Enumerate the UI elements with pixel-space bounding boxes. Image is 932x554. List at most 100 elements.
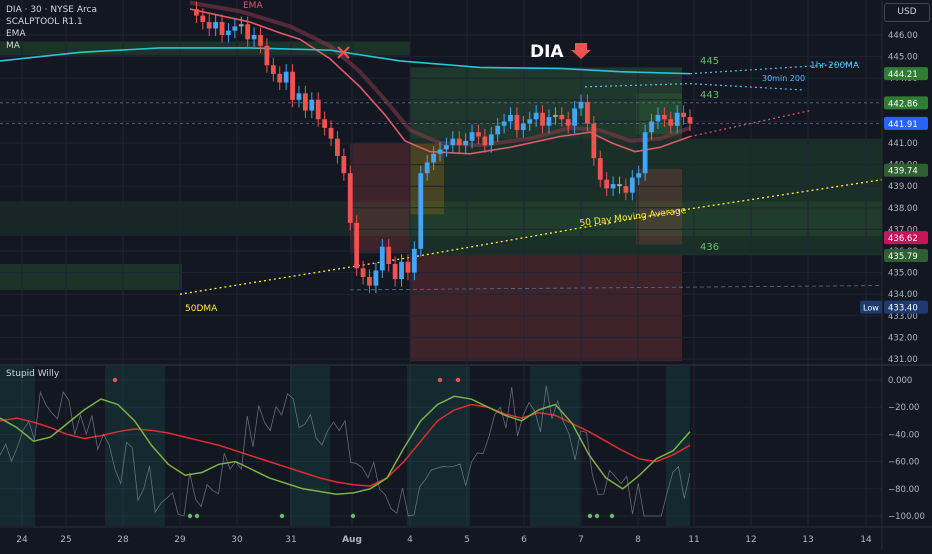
candle-body bbox=[681, 112, 686, 118]
price-badge-label: 435.79 bbox=[888, 252, 918, 262]
price-badge-label: 433.40 bbox=[888, 304, 918, 314]
time-tick-label: 28 bbox=[117, 535, 129, 545]
candle-body bbox=[328, 127, 334, 139]
candle-body bbox=[437, 149, 443, 154]
price-badge bbox=[884, 116, 928, 130]
candle-body bbox=[463, 140, 469, 146]
ma-30min-200-label: 30min 200 bbox=[762, 74, 805, 83]
osc-zone bbox=[290, 366, 330, 526]
candle-body bbox=[476, 132, 481, 137]
indicator-ma[interactable]: MA bbox=[6, 41, 20, 51]
time-tick-label: 13 bbox=[802, 535, 813, 545]
osc-sell-marker bbox=[437, 377, 443, 383]
candle-body bbox=[572, 108, 578, 126]
price-tick-label: 438.00 bbox=[888, 204, 918, 214]
candle-body bbox=[238, 24, 244, 27]
time-tick-label: 24 bbox=[16, 535, 28, 545]
candle-body bbox=[444, 145, 449, 150]
indicator-legend: DIA · 30 · NYSE Arca SCALPTOOL R1.1 EMA … bbox=[6, 4, 97, 52]
candle-body bbox=[617, 184, 622, 187]
candle-body bbox=[251, 35, 257, 40]
candle-body bbox=[649, 121, 654, 133]
time-tick-label: 30 bbox=[231, 535, 243, 545]
time-tick-label: 14 bbox=[860, 535, 872, 545]
candle-body bbox=[277, 73, 283, 83]
candle-body bbox=[392, 263, 398, 280]
osc-zone bbox=[530, 366, 580, 526]
candle-body bbox=[501, 121, 507, 126]
osc-series-line bbox=[0, 395, 691, 495]
candle-body bbox=[264, 45, 270, 66]
zone-support-left bbox=[0, 263, 182, 290]
time-tick-label: 7 bbox=[578, 535, 584, 545]
cross-marker-icon bbox=[337, 46, 350, 59]
candle-body bbox=[687, 117, 693, 124]
zone-band bbox=[0, 201, 882, 236]
symbol-title[interactable]: DIA · 30 · NYSE Arca bbox=[6, 5, 97, 15]
candle-body bbox=[546, 117, 552, 126]
candle-body bbox=[520, 123, 526, 131]
candle-body bbox=[283, 71, 289, 83]
price-tick-label: 435.00 bbox=[888, 269, 918, 279]
price-badge bbox=[884, 249, 928, 263]
candle-body bbox=[302, 93, 308, 111]
price-badge bbox=[884, 67, 928, 81]
candle-body bbox=[399, 261, 404, 280]
candle-body bbox=[360, 268, 366, 277]
osc-tick-label: −80.00 bbox=[888, 485, 919, 495]
time-tick-label: 4 bbox=[407, 535, 413, 545]
candle-body bbox=[341, 155, 347, 174]
candle-body bbox=[258, 35, 263, 46]
candle-body bbox=[495, 125, 501, 135]
oscillator-title[interactable]: Stupid Willy bbox=[6, 369, 60, 379]
indicator-scalptool[interactable]: SCALPTOOL R1.1 bbox=[6, 17, 83, 27]
price-tick-label: 446.00 bbox=[888, 31, 918, 41]
price-tick-label: 445.00 bbox=[888, 53, 918, 63]
indicator-ema[interactable]: EMA bbox=[6, 29, 26, 39]
time-tick-label: 25 bbox=[60, 535, 71, 545]
level-low-line bbox=[349, 285, 882, 291]
price-badge-label: 442.86 bbox=[888, 99, 918, 109]
candle-body bbox=[206, 22, 212, 29]
osc-zone bbox=[105, 366, 165, 526]
candle-body bbox=[578, 101, 584, 109]
time-tick-label: Aug bbox=[342, 535, 362, 545]
price-tick-label: 431.00 bbox=[888, 355, 918, 365]
candle-body bbox=[540, 112, 545, 126]
osc-buy-marker bbox=[279, 513, 285, 519]
ma-1hr-extension-line bbox=[689, 62, 861, 75]
low-tag-label: Low bbox=[863, 304, 879, 313]
zone-short-left bbox=[350, 143, 410, 254]
price-badge-label: 436.62 bbox=[888, 234, 918, 244]
candle-body bbox=[245, 24, 251, 40]
osc-series-line bbox=[0, 403, 691, 487]
time-tick-label: 5 bbox=[464, 535, 470, 545]
candle-body bbox=[373, 270, 379, 286]
candle-body bbox=[450, 138, 456, 146]
price-badge bbox=[884, 300, 928, 314]
candle-body bbox=[296, 93, 302, 100]
osc-sell-marker bbox=[112, 377, 118, 383]
osc-tick-label: −100.00 bbox=[888, 512, 925, 522]
candle-body bbox=[335, 138, 340, 156]
osc-buy-marker bbox=[594, 513, 600, 519]
osc-tick-label: −40.00 bbox=[888, 430, 919, 440]
price-tick-label: 441.00 bbox=[888, 139, 918, 149]
level-436-label: 436 bbox=[700, 242, 719, 253]
candle-body bbox=[585, 101, 590, 124]
price-tick-label: 432.00 bbox=[888, 333, 918, 343]
osc-buy-marker bbox=[609, 513, 615, 519]
ema-line-label: EMA bbox=[243, 1, 263, 11]
candle-body bbox=[674, 112, 680, 126]
currency-button[interactable]: USD bbox=[884, 3, 930, 22]
osc-tick-label: −20.00 bbox=[888, 403, 919, 413]
candle-body bbox=[322, 119, 328, 128]
price-badge bbox=[884, 163, 928, 177]
candle-body bbox=[347, 173, 353, 223]
candle-body bbox=[482, 136, 488, 146]
candle-body bbox=[354, 222, 360, 269]
time-tick-label: 12 bbox=[745, 535, 756, 545]
ma-50dma-label: 50DMA bbox=[185, 304, 218, 314]
